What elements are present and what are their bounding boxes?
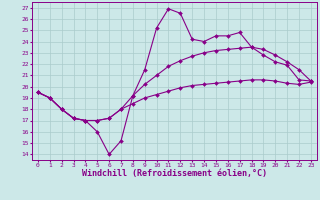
X-axis label: Windchill (Refroidissement éolien,°C): Windchill (Refroidissement éolien,°C) (82, 169, 267, 178)
